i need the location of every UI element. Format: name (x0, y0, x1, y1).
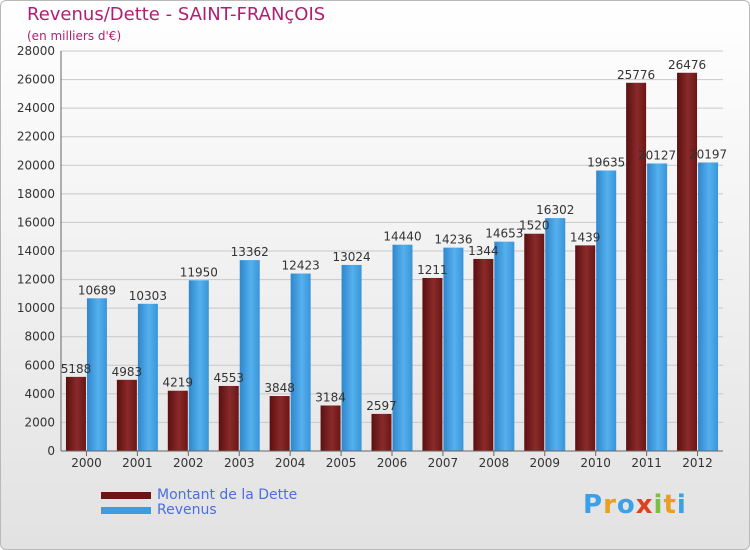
logo-letter: r (603, 490, 617, 520)
x-tick-label: 2012 (682, 456, 713, 470)
data-label-debt: 4219 (163, 376, 194, 390)
data-label-revenue: 14236 (434, 233, 472, 247)
bar-revenue (341, 264, 362, 451)
bar-revenue (290, 273, 311, 451)
x-tick-label: 2008 (479, 456, 510, 470)
x-tick-label: 2009 (529, 456, 560, 470)
y-tick-label: 8000 (24, 330, 55, 344)
bar-revenue (698, 162, 719, 451)
bar-debt (422, 277, 443, 451)
data-label-revenue: 10303 (129, 289, 167, 303)
bar-debt (320, 405, 341, 451)
data-label-debt: 3184 (315, 391, 346, 405)
chart-subtitle: (en milliers d'€) (27, 29, 122, 43)
data-label-debt: 1344 (468, 244, 499, 258)
logo-letter: i (676, 490, 687, 520)
y-tick-label: 24000 (17, 101, 55, 115)
x-tick-label: 2006 (377, 456, 408, 470)
x-tick-label: 2001 (122, 456, 153, 470)
x-tick-label: 2007 (428, 456, 459, 470)
data-label-revenue: 13024 (332, 250, 370, 264)
data-label-debt: 26476 (668, 58, 706, 72)
logo-letter: i (653, 490, 664, 520)
data-label-debt: 25776 (617, 68, 655, 82)
bar-revenue (392, 244, 413, 451)
bar-debt (116, 379, 137, 451)
logo-letter: P (583, 490, 604, 520)
x-tick-label: 2005 (326, 456, 357, 470)
data-label-revenue: 11950 (180, 265, 218, 279)
logo-letter: t (663, 490, 677, 520)
data-label-revenue: 14440 (383, 230, 421, 244)
bar-revenue (188, 280, 209, 451)
y-tick-label: 20000 (17, 158, 55, 172)
x-tick-label: 2000 (71, 456, 102, 470)
bar-debt (524, 233, 545, 451)
data-label-debt: 4983 (112, 365, 143, 379)
legend-label-revenue: Revenus (157, 502, 217, 518)
x-tick-label: 2002 (173, 456, 204, 470)
legend-swatch-debt (101, 491, 151, 499)
legend-swatch-revenue (101, 506, 151, 514)
data-label-debt: 4553 (213, 371, 244, 385)
bar-debt (269, 396, 290, 451)
bar-debt (473, 258, 494, 451)
bar-debt (626, 82, 647, 452)
y-tick-label: 22000 (17, 130, 55, 144)
data-label-debt: 1439 (570, 230, 601, 244)
bar-debt (65, 376, 86, 451)
bar-revenue (545, 218, 566, 451)
y-tick-label: 12000 (17, 273, 55, 287)
data-label-debt: 1211 (417, 263, 448, 277)
data-label-debt: 1520 (519, 219, 550, 233)
data-label-revenue: 12423 (282, 259, 320, 273)
bar-revenue (137, 303, 158, 451)
legend-label-debt: Montant de la Dette (157, 487, 298, 503)
legend-item-debt: Montant de la Dette (101, 487, 297, 503)
proxiti-logo: Proxiti (583, 490, 687, 520)
data-label-revenue: 20197 (689, 147, 727, 161)
chart-title: Revenus/Dette - SAINT-FRANçOIS (27, 4, 326, 25)
y-tick-label: 6000 (24, 358, 55, 372)
bar-revenue (647, 163, 668, 451)
bar-revenue (494, 241, 515, 451)
bar-revenue (443, 247, 464, 451)
bar-debt (677, 72, 698, 452)
data-label-debt: 5188 (61, 362, 92, 376)
data-label-revenue: 14653 (485, 227, 523, 241)
y-tick-label: 26000 (17, 73, 55, 87)
data-label-debt: 3848 (264, 381, 295, 395)
data-label-revenue: 13362 (231, 245, 269, 259)
bar-debt (371, 413, 392, 451)
bar-debt (167, 390, 188, 451)
bar-debt (575, 245, 596, 451)
logo-letter: o (616, 490, 636, 520)
logo-letter: x (635, 490, 654, 520)
x-tick-label: 2003 (224, 456, 255, 470)
bar-revenue (86, 298, 107, 451)
legend-item-revenue: Revenus (101, 502, 217, 518)
data-label-debt: 2597 (366, 399, 397, 413)
data-label-revenue: 19635 (587, 156, 625, 170)
y-tick-label: 18000 (17, 187, 55, 201)
y-tick-label: 16000 (17, 215, 55, 229)
y-tick-label: 0 (47, 444, 55, 458)
bar-revenue (239, 260, 260, 451)
y-tick-label: 2000 (24, 415, 55, 429)
x-tick-label: 2004 (275, 456, 306, 470)
y-tick-label: 10000 (17, 301, 55, 315)
data-label-revenue: 20127 (638, 148, 676, 162)
data-label-revenue: 10689 (78, 283, 116, 297)
y-tick-label: 4000 (24, 387, 55, 401)
y-tick-label: 28000 (17, 44, 55, 58)
data-label-revenue: 16302 (536, 203, 574, 217)
x-tick-label: 2010 (580, 456, 611, 470)
bar-revenue (596, 170, 617, 451)
y-tick-label: 14000 (17, 244, 55, 258)
bar-debt (218, 385, 239, 451)
x-tick-label: 2011 (631, 456, 662, 470)
